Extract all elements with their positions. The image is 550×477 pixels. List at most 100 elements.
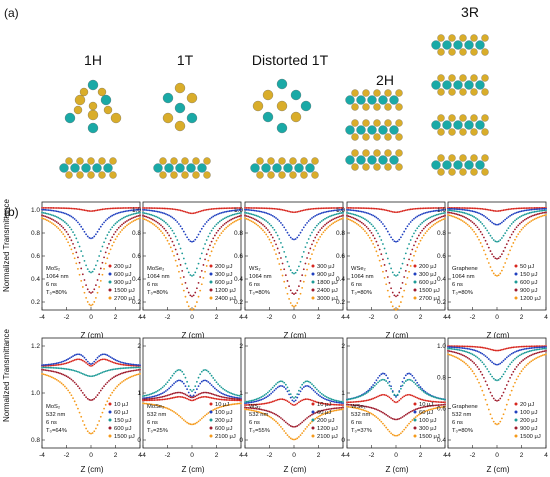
- data-point: [324, 412, 326, 415]
- data-point: [354, 221, 357, 224]
- data-point: [340, 217, 343, 220]
- data-point: [463, 347, 466, 350]
- chart-info-text: T₀=80%: [452, 428, 473, 434]
- data-point: [238, 218, 241, 221]
- data-point: [139, 217, 141, 219]
- data-point: [393, 400, 396, 403]
- data-point: [491, 361, 493, 364]
- x-tick-label: 0: [495, 314, 499, 321]
- atom-3r: [459, 154, 467, 162]
- data-point: [262, 395, 264, 398]
- data-point: [507, 347, 510, 350]
- data-point: [210, 384, 213, 386]
- atom-side-1h: [76, 157, 84, 165]
- data-point: [444, 398, 446, 401]
- data-point: [213, 393, 216, 396]
- data-point: [523, 351, 526, 354]
- data-point: [403, 382, 406, 384]
- data-point: [168, 242, 171, 245]
- data-point: [236, 212, 239, 215]
- data-point: [191, 274, 193, 277]
- data-point: [160, 398, 162, 401]
- data-point: [312, 239, 315, 242]
- data-point: [209, 254, 211, 257]
- data-point: [284, 399, 287, 402]
- data-point: [317, 207, 320, 210]
- data-point: [176, 208, 179, 211]
- legend-label: 20 μJ: [520, 402, 534, 408]
- chart-info-text: 1064 nm: [452, 274, 475, 280]
- data-point: [166, 231, 169, 234]
- data-point: [99, 208, 102, 211]
- data-point: [447, 353, 449, 356]
- data-point: [479, 213, 482, 215]
- data-point: [126, 210, 128, 212]
- data-point: [333, 213, 336, 216]
- data-point: [163, 398, 166, 401]
- data-point: [368, 388, 371, 390]
- data-point: [173, 217, 175, 220]
- data-point: [70, 207, 73, 210]
- data-point: [250, 403, 253, 406]
- data-point: [332, 403, 335, 406]
- data-point: [525, 356, 528, 359]
- data-point: [525, 213, 528, 215]
- data-point: [213, 242, 216, 245]
- data-point: [220, 212, 223, 214]
- data-point: [91, 398, 94, 401]
- data-point: [260, 227, 263, 230]
- data-point: [148, 396, 151, 399]
- data-point: [276, 386, 279, 389]
- data-point: [411, 219, 414, 222]
- data-point: [275, 253, 277, 256]
- data-point: [432, 210, 435, 212]
- data-point: [390, 397, 392, 400]
- data-point: [484, 208, 487, 211]
- data-point: [164, 395, 167, 397]
- data-point: [142, 217, 144, 220]
- data-point: [169, 215, 172, 218]
- data-point: [288, 234, 290, 237]
- data-point: [205, 413, 208, 416]
- data-point: [281, 224, 284, 226]
- data-point: [365, 232, 368, 235]
- data-point: [507, 227, 510, 230]
- data-point: [222, 398, 224, 401]
- data-point: [359, 207, 361, 209]
- data-point: [474, 217, 477, 219]
- data-point: [143, 394, 146, 397]
- legend-marker: [108, 410, 112, 414]
- data-point: [468, 225, 471, 228]
- x-tick-label: 2: [520, 452, 524, 459]
- chart-info-text: T₀=80%: [46, 290, 67, 296]
- data-point: [135, 363, 138, 366]
- data-point: [171, 374, 174, 377]
- data-point: [289, 210, 292, 213]
- data-point: [227, 220, 229, 223]
- data-point: [474, 345, 477, 348]
- data-point: [60, 211, 63, 214]
- data-point: [481, 222, 484, 225]
- data-point: [429, 394, 432, 397]
- data-point: [527, 216, 529, 219]
- data-point: [127, 214, 130, 217]
- data-point: [270, 207, 273, 210]
- data-point: [322, 218, 325, 221]
- data-point: [266, 391, 269, 394]
- legend-marker: [413, 410, 417, 414]
- atom-3r: [448, 168, 456, 176]
- data-point: [247, 400, 250, 403]
- data-point: [260, 396, 263, 398]
- data-point: [456, 210, 459, 213]
- data-point: [227, 215, 229, 218]
- data-point: [47, 209, 50, 212]
- atom-side-d1t: [289, 157, 297, 165]
- data-point: [273, 400, 276, 402]
- data-point: [414, 379, 417, 382]
- data-point: [528, 208, 531, 211]
- data-point: [346, 403, 348, 406]
- data-point: [163, 384, 166, 387]
- data-point: [50, 366, 53, 369]
- data-point: [192, 394, 195, 397]
- data-point: [435, 207, 438, 209]
